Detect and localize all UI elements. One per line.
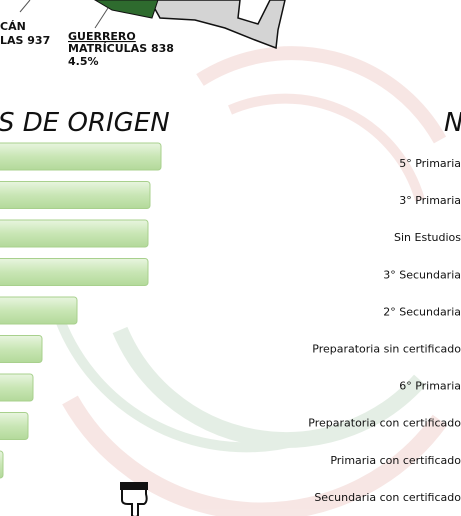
map-label: MATRÍCULAS 838	[68, 42, 174, 55]
bar	[0, 373, 34, 402]
item-label: Preparatoria con certificado	[308, 417, 461, 430]
bar	[0, 181, 151, 209]
item-label: 3° Secundaria	[383, 268, 461, 281]
bar	[0, 258, 149, 286]
map-label: GUERRERO	[68, 30, 136, 43]
item-label: 6° Primaria	[399, 380, 461, 393]
item-label: Secundaria con certificado	[314, 491, 461, 504]
item-label: 3° Primaria	[399, 194, 461, 207]
item-label: Preparatoria sin certificado	[312, 343, 461, 356]
map	[19, 0, 286, 50]
section-heading: S DE ORIGEN	[0, 108, 170, 138]
bar	[0, 296, 78, 325]
item-label: 5° Primaria	[399, 157, 461, 170]
bars	[0, 142, 162, 479]
map-label: LAS 937	[0, 34, 50, 47]
background-swirl	[55, 46, 448, 516]
bar	[0, 335, 43, 363]
bar	[0, 450, 4, 479]
item-label: Primaria con certificado	[330, 454, 461, 467]
map-label: 4.5%	[68, 55, 99, 68]
section-heading: N	[444, 108, 461, 138]
items: 5° Primaria 3° Primaria Sin Estudios 3° Sec…	[308, 157, 461, 504]
pointer-icon	[120, 482, 148, 516]
item-label: 2° Secundaria	[383, 305, 461, 318]
map-label: CÁN	[0, 20, 26, 33]
bar	[0, 412, 29, 440]
item-label: Sin Estudios	[394, 231, 461, 244]
bar	[0, 219, 149, 248]
bar	[0, 142, 162, 171]
